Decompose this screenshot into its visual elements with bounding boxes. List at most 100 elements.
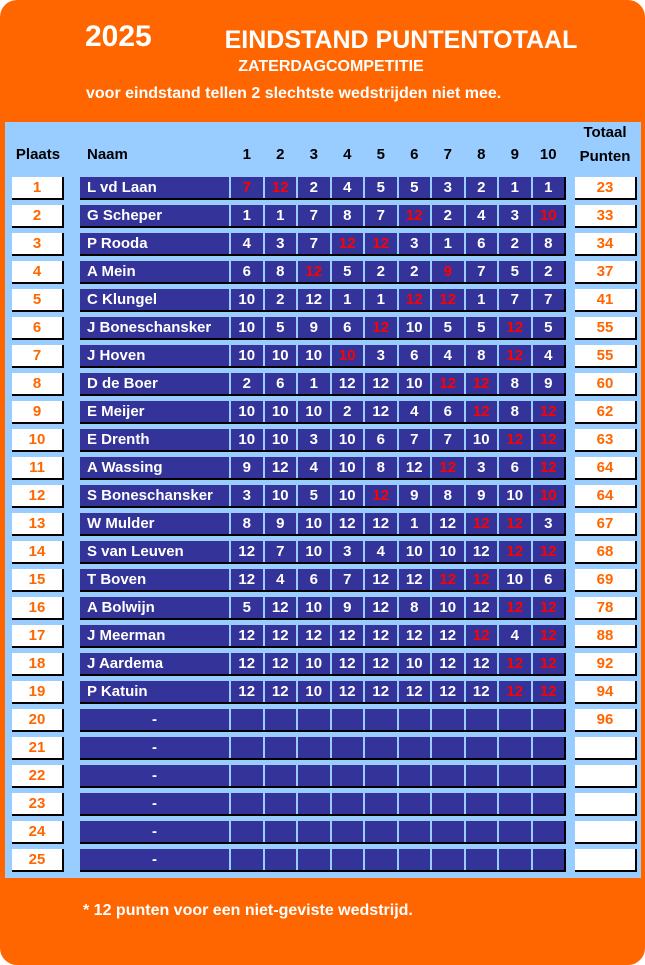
score-cell: 1 [365, 289, 397, 310]
score-cell: 8 [398, 597, 430, 618]
total-cell [575, 765, 637, 788]
score-cell [532, 737, 564, 758]
score-cell [432, 737, 464, 758]
col-header-round: 4 [343, 146, 352, 163]
score-cell: 5 [365, 177, 397, 198]
score-cell: 6 [499, 457, 531, 478]
name-cell: T Boven [80, 569, 229, 590]
score-cell: 12 [532, 429, 564, 450]
score-cell: 5 [298, 485, 330, 506]
score-cell: 7 [331, 569, 363, 590]
place-cell: 1 [12, 177, 64, 200]
score-cell: 4 [331, 177, 363, 198]
score-cell: 12 [398, 205, 430, 226]
score-cell: 2 [231, 373, 263, 394]
score-cell [298, 793, 330, 814]
score-cell: 12 [465, 681, 497, 702]
col-header-round: 5 [376, 146, 385, 163]
score-cell: 12 [331, 681, 363, 702]
row-bar: D de Boer 2 6 1 12 12 10 12 12 8 9 [80, 373, 566, 396]
score-cell [499, 849, 531, 870]
row-bar: S van Leuven 12 7 10 3 4 10 10 12 12 12 [80, 541, 566, 564]
score-cell [398, 793, 430, 814]
score-cell: 7 [298, 233, 330, 254]
col-header-round: 1 [242, 146, 251, 163]
score-cell: 10 [532, 205, 564, 226]
score-cell: 3 [264, 233, 296, 254]
score-cell [398, 821, 430, 842]
score-cell: 10 [499, 569, 531, 590]
score-cell [231, 793, 263, 814]
score-cell: 1 [298, 373, 330, 394]
score-cell [465, 849, 497, 870]
place-cell: 19 [12, 681, 64, 704]
score-cell: 8 [331, 205, 363, 226]
score-cell [398, 709, 430, 730]
score-cell: 7 [365, 205, 397, 226]
row-bar: E Meijer 10 10 10 2 12 4 6 12 8 12 [80, 401, 566, 424]
score-cell: 5 [264, 317, 296, 338]
total-cell: 67 [575, 513, 637, 536]
col-header-round: 8 [477, 146, 486, 163]
score-cell: 4 [499, 625, 531, 646]
row-bar: A Bolwijn 5 12 10 9 12 8 10 12 12 12 [80, 597, 566, 620]
row-bar: T Boven 12 4 6 7 12 12 12 12 10 6 [80, 569, 566, 592]
row-bar: J Boneschansker 10 5 9 6 12 10 5 5 12 5 [80, 317, 566, 340]
score-cell: 3 [499, 205, 531, 226]
score-cell: 12 [432, 457, 464, 478]
place-cell: 6 [12, 317, 64, 340]
score-cell: 10 [298, 541, 330, 562]
score-cell [499, 821, 531, 842]
name-cell: A Bolwijn [80, 597, 229, 618]
score-cell [298, 737, 330, 758]
score-cell: 10 [465, 429, 497, 450]
score-cell: 12 [298, 261, 330, 282]
total-cell: 78 [575, 597, 637, 620]
score-cell [231, 849, 263, 870]
score-cell: 12 [298, 625, 330, 646]
score-cell: 1 [331, 289, 363, 310]
score-cell: 12 [499, 653, 531, 674]
score-cell: 10 [532, 485, 564, 506]
score-cell [532, 821, 564, 842]
score-cell: 1 [231, 205, 263, 226]
place-cell: 18 [12, 653, 64, 676]
table-row: 21- [0, 737, 645, 760]
score-cell: 2 [365, 261, 397, 282]
score-cell: 9 [432, 261, 464, 282]
col-header-naam: Naam [87, 146, 128, 163]
row-bar: - [80, 737, 566, 760]
score-cell: 12 [532, 681, 564, 702]
score-cell: 10 [264, 401, 296, 422]
score-cell [298, 849, 330, 870]
score-cell [398, 849, 430, 870]
score-cell: 10 [264, 429, 296, 450]
score-cell: 6 [532, 569, 564, 590]
total-cell: 34 [575, 233, 637, 256]
score-cell: 5 [231, 597, 263, 618]
score-cell: 2 [432, 205, 464, 226]
score-cell: 12 [432, 653, 464, 674]
score-cell [499, 765, 531, 786]
col-header-totaal-line1: Totaal [583, 124, 627, 141]
table-row: 25- [0, 849, 645, 872]
score-cell [298, 765, 330, 786]
row-bar: A Mein 6 8 12 5 2 2 9 7 5 2 [80, 261, 566, 284]
score-cell: 8 [499, 401, 531, 422]
score-cell [365, 849, 397, 870]
score-cell [231, 737, 263, 758]
score-cell [298, 821, 330, 842]
score-cell: 10 [231, 429, 263, 450]
score-cell: 7 [432, 429, 464, 450]
score-cell: 3 [465, 457, 497, 478]
place-cell: 4 [12, 261, 64, 284]
score-cell: 12 [365, 401, 397, 422]
page-title: EINDSTAND PUNTENTOTAAL [224, 26, 578, 54]
score-cell: 12 [432, 681, 464, 702]
score-cell: 12 [398, 457, 430, 478]
score-cell: 12 [465, 597, 497, 618]
row-bar: L vd Laan 7 12 2 4 5 5 3 2 1 1 [80, 177, 566, 200]
score-cell [499, 709, 531, 730]
score-cell: 10 [264, 485, 296, 506]
